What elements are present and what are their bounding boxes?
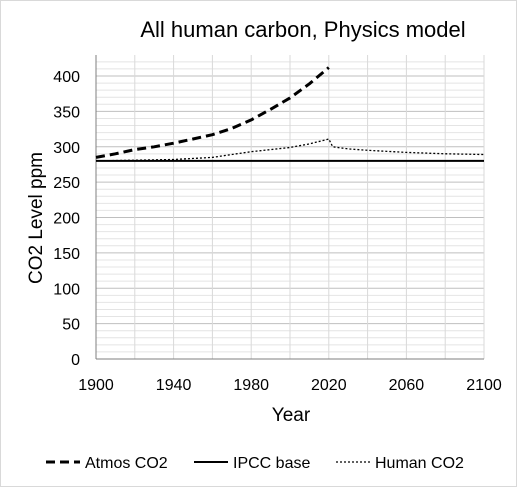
x-tick-label: 2100 [466, 377, 502, 394]
axes [95, 55, 484, 360]
legend-item-ipcc-base: IPCC base [194, 455, 310, 472]
x-tick-label: 2020 [311, 377, 347, 394]
legend: Atmos CO2 IPCC base Human CO2 [46, 455, 464, 472]
y-tick-label: 250 [53, 175, 80, 192]
y-tick-label: 400 [53, 69, 80, 86]
series-line-human-co2 [95, 138, 485, 162]
chart-title: All human carbon, Physics model [140, 17, 465, 42]
y-tick-label: 200 [53, 211, 80, 228]
y-axis-label: CO2 Level ppm [26, 152, 47, 284]
y-tick-label: 150 [53, 246, 80, 263]
y-tick-label: 300 [53, 140, 80, 157]
legend-item-atmos-co2: Atmos CO2 [46, 455, 168, 472]
x-tick-label: 1900 [78, 377, 114, 394]
x-axis-label: Year [272, 405, 311, 426]
plot-grid [96, 55, 485, 359]
y-tick-label: 350 [53, 104, 80, 121]
y-tick-label: 0 [71, 352, 80, 369]
x-tick-label: 1940 [156, 377, 192, 394]
tick-labels: 0 50 100 150 200 250 300 350 400 1900 1940 1980 2020… [53, 69, 502, 394]
x-tick-label: 2060 [389, 377, 425, 394]
series-line-atmos-co2 [95, 66, 330, 159]
y-tick-label: 100 [53, 281, 80, 298]
legend-label: IPCC base [233, 455, 310, 472]
legend-item-human-co2: Human CO2 [336, 455, 464, 472]
legend-label: Atmos CO2 [85, 455, 168, 472]
y-tick-label: 50 [62, 317, 80, 334]
x-tick-label: 1980 [233, 377, 269, 394]
series-lines [95, 66, 485, 162]
legend-label: Human CO2 [375, 455, 464, 472]
